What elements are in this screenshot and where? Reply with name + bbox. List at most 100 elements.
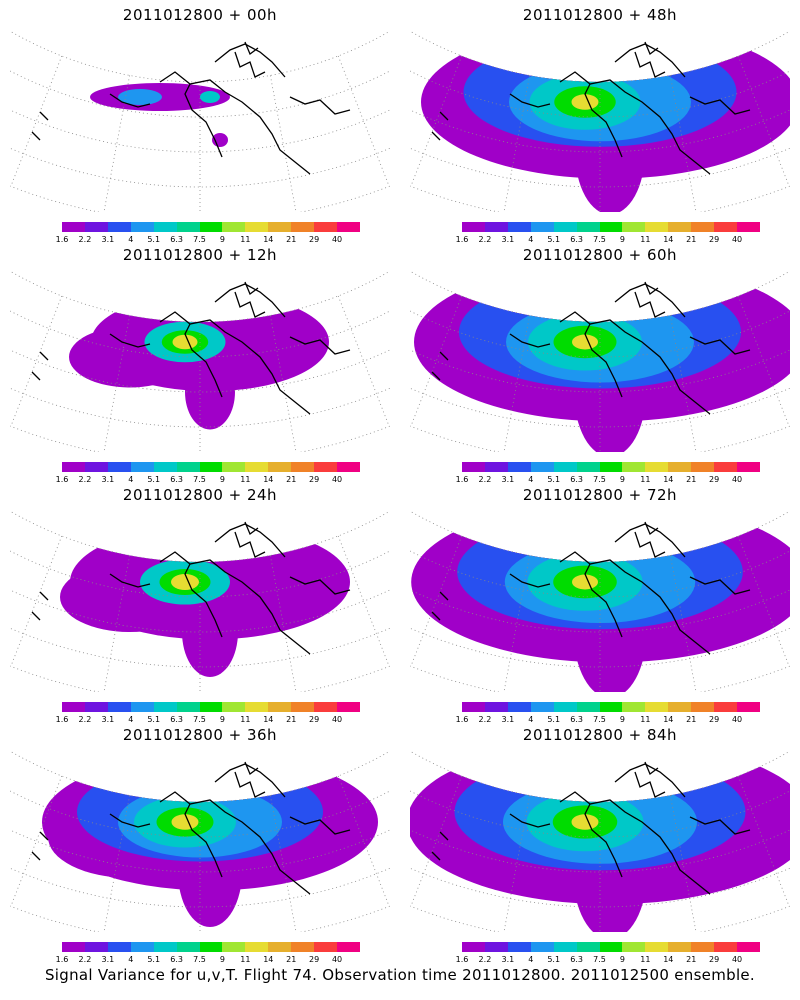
variance-field xyxy=(414,264,790,452)
colorbar-swatch xyxy=(462,222,485,232)
colorbar-tick-label: 6.3 xyxy=(570,475,583,484)
colorbar-tick-label: 7.5 xyxy=(593,715,606,724)
graticule xyxy=(410,30,790,212)
colorbar-swatch xyxy=(107,702,131,712)
colorbar-swatch xyxy=(222,462,246,472)
colorbar-tick-label: 11 xyxy=(240,475,251,484)
colorbar-tick-label: 1.6 xyxy=(55,475,69,484)
graticule xyxy=(410,750,790,932)
colorbar-swatch xyxy=(291,702,315,712)
colorbar-tick-label: 1.6 xyxy=(455,715,469,724)
polar-map xyxy=(10,510,390,692)
coastline xyxy=(31,281,351,415)
variance-field xyxy=(90,83,230,147)
colorbar-swatch xyxy=(668,222,692,232)
colorbar-tick-label: 40 xyxy=(731,955,743,964)
colorbar-swatch xyxy=(691,222,715,232)
colorbar-tick-label: 1.6 xyxy=(455,235,469,244)
colorbar-swatch xyxy=(153,942,177,952)
colorbar-swatch xyxy=(130,702,154,712)
colorbar xyxy=(462,702,760,712)
colorbar-swatch xyxy=(737,222,760,232)
colorbar-swatch xyxy=(714,222,738,232)
colorbar-tick-label: 4 xyxy=(128,235,134,244)
graticule xyxy=(10,270,390,452)
colorbar-tick-label: 6.3 xyxy=(170,955,183,964)
panel-title: 2011012800 + 72h xyxy=(522,486,678,504)
colorbar-swatch xyxy=(576,222,600,232)
colorbar-swatch xyxy=(737,462,760,472)
polar-map xyxy=(410,504,790,692)
colorbar-swatch xyxy=(176,942,200,952)
colorbar-tick-label: 21 xyxy=(686,955,697,964)
colorbar-swatch xyxy=(462,942,485,952)
colorbar-labels: 1.6 2.2 3.1 4 5.1 6.3 7.5 9 11 14 21 29 40 xyxy=(456,715,760,725)
colorbar-tick-label: 14 xyxy=(263,235,274,244)
colorbar-tick-label: 6.3 xyxy=(170,235,183,244)
polar-map xyxy=(410,744,790,932)
forecast-panel: 2011012800 + 48h 1.6 2.2 3.1 4 5.1 6.3 7.5 9 11 14… xyxy=(400,0,800,245)
colorbar-swatch xyxy=(484,222,508,232)
colorbar-swatch xyxy=(314,462,338,472)
colorbar-swatch xyxy=(484,462,508,472)
colorbar-tick-label: 11 xyxy=(240,715,251,724)
colorbar-tick-label: 9 xyxy=(219,955,225,964)
polar-map xyxy=(410,25,790,212)
colorbar-tick-label: 9 xyxy=(619,715,625,724)
graticule xyxy=(410,510,790,692)
colorbar-tick-label: 5.1 xyxy=(547,475,561,484)
forecast-panel: 2011012800 + 60h 1.6 2.2 3.1 4 5.1 6.3 7.5 9 11 14… xyxy=(400,240,800,485)
colorbar-tick-label: 40 xyxy=(331,955,343,964)
coastline xyxy=(431,41,751,175)
colorbar-swatch xyxy=(199,222,223,232)
colorbar-swatch xyxy=(714,942,738,952)
colorbar-swatch xyxy=(291,462,315,472)
colorbar-swatch xyxy=(553,702,577,712)
colorbar-swatch xyxy=(268,462,292,472)
colorbar-tick-label: 5.1 xyxy=(147,955,161,964)
panel-title: 2011012800 + 48h xyxy=(522,6,678,24)
colorbar-tick-label: 7.5 xyxy=(193,955,206,964)
colorbar-swatch xyxy=(530,942,554,952)
graticule xyxy=(10,30,390,212)
colorbar-swatch xyxy=(645,462,669,472)
colorbar-tick-label: 21 xyxy=(686,715,697,724)
colorbar xyxy=(62,222,360,232)
colorbar-tick-label: 29 xyxy=(309,235,320,244)
colorbar-tick-label: 29 xyxy=(709,475,720,484)
polar-map xyxy=(410,264,790,452)
graticule xyxy=(10,750,390,932)
colorbar-tick-label: 9 xyxy=(219,475,225,484)
colorbar-tick-label: 14 xyxy=(663,475,674,484)
colorbar-swatch xyxy=(62,462,85,472)
colorbar-tick-label: 14 xyxy=(263,715,274,724)
colorbar-swatch xyxy=(714,462,738,472)
colorbar-swatch xyxy=(62,222,85,232)
colorbar-tick-label: 14 xyxy=(663,235,674,244)
colorbar-tick-label: 3.1 xyxy=(101,475,115,484)
colorbar-swatch xyxy=(130,462,154,472)
colorbar-swatch xyxy=(314,222,338,232)
colorbar-swatch xyxy=(153,702,177,712)
coastline xyxy=(431,761,751,895)
colorbar-swatch xyxy=(737,702,760,712)
colorbar-tick-label: 21 xyxy=(286,955,297,964)
colorbar-swatch xyxy=(153,222,177,232)
colorbar-tick-label: 1.6 xyxy=(455,475,469,484)
colorbar-tick-label: 21 xyxy=(686,475,697,484)
colorbar-swatch xyxy=(199,942,223,952)
forecast-panel: 2011012800 + 84h 1.6 2.2 3.1 4 5.1 6.3 7.5 9 11 14… xyxy=(400,720,800,965)
colorbar-tick-label: 9 xyxy=(619,475,625,484)
colorbar-tick-label: 5.1 xyxy=(547,715,561,724)
colorbar xyxy=(462,222,760,232)
colorbar-tick-label: 1.6 xyxy=(55,955,69,964)
coastline xyxy=(431,521,751,655)
colorbar-tick-label: 11 xyxy=(240,955,251,964)
colorbar-swatch xyxy=(176,222,200,232)
colorbar-swatch xyxy=(622,222,646,232)
colorbar-tick-label: 11 xyxy=(640,235,651,244)
colorbar-swatch xyxy=(530,222,554,232)
colorbar-swatch xyxy=(507,942,531,952)
colorbar-tick-label: 14 xyxy=(263,475,274,484)
colorbar-swatch xyxy=(245,462,269,472)
